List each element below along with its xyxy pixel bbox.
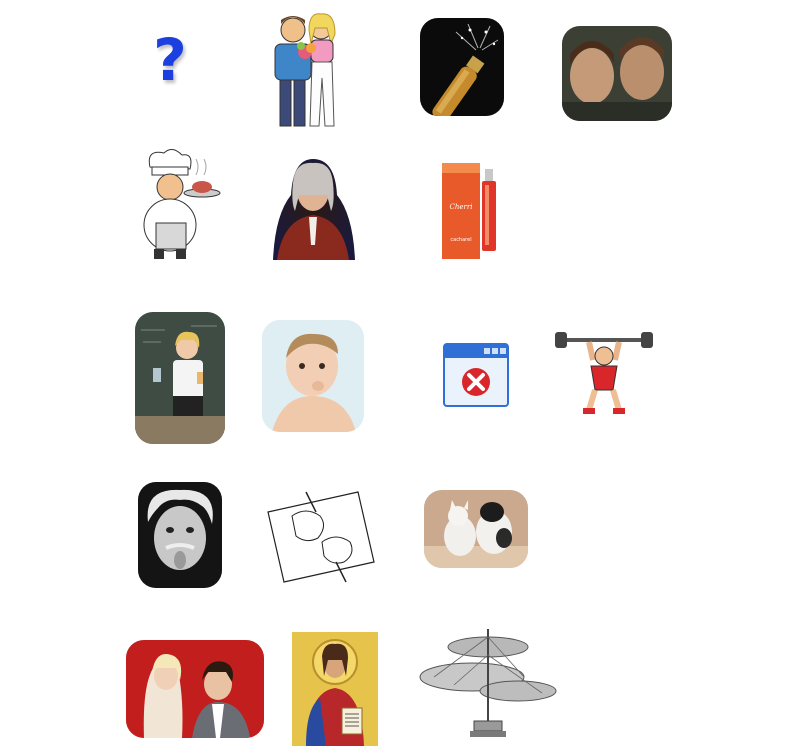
baby-photo-image[interactable] <box>262 320 364 432</box>
kitten-puppy-photo-image[interactable] <box>424 490 528 568</box>
drawing-hands-icon <box>262 486 380 586</box>
perfume-bottle-image[interactable]: Cherri cacharel <box>440 155 500 265</box>
icon-painting-icon <box>292 632 378 746</box>
window-error-icon <box>443 343 509 407</box>
einstein-icon <box>138 482 222 588</box>
baby-icon <box>262 320 364 432</box>
helicopter-sketch-image[interactable] <box>414 625 562 743</box>
helicopter-icon <box>414 625 562 743</box>
champagne-bottle-image[interactable] <box>420 18 504 116</box>
question-mark-icon: ? <box>153 26 187 94</box>
champagne-icon <box>420 18 504 116</box>
window-error-image[interactable] <box>440 340 512 410</box>
icon-painting-image[interactable] <box>292 632 378 746</box>
kitten-puppy-icon <box>424 490 528 568</box>
portrait-icon <box>273 159 355 260</box>
einstein-tongue-image[interactable] <box>138 482 222 588</box>
chef-icon <box>130 145 222 265</box>
couple-vintage-photo-image[interactable] <box>126 640 264 738</box>
perfume-icon: Cherri cacharel <box>440 155 500 265</box>
weightlifter-icon <box>553 330 655 418</box>
portrait-painting-image[interactable] <box>265 155 361 260</box>
perfume-subtext-label: cacharel <box>450 237 471 243</box>
question-mark-tile[interactable]: ? <box>140 25 200 95</box>
couple-cartoon-image[interactable] <box>255 8 355 130</box>
perfume-brand-label: Cherri <box>450 203 473 211</box>
faces-photo-icon <box>562 26 672 121</box>
drawing-hands-sketch-image[interactable] <box>262 486 380 586</box>
weightlifter-cartoon-image[interactable] <box>553 330 655 418</box>
couple-cartoon-icon <box>255 8 355 130</box>
couple-vintage-icon <box>126 640 264 738</box>
chef-cartoon-image[interactable] <box>130 145 222 265</box>
teacher-icon <box>135 312 225 444</box>
teacher-chalkboard-image[interactable] <box>135 312 225 444</box>
two-faces-photo-image[interactable] <box>562 26 672 121</box>
